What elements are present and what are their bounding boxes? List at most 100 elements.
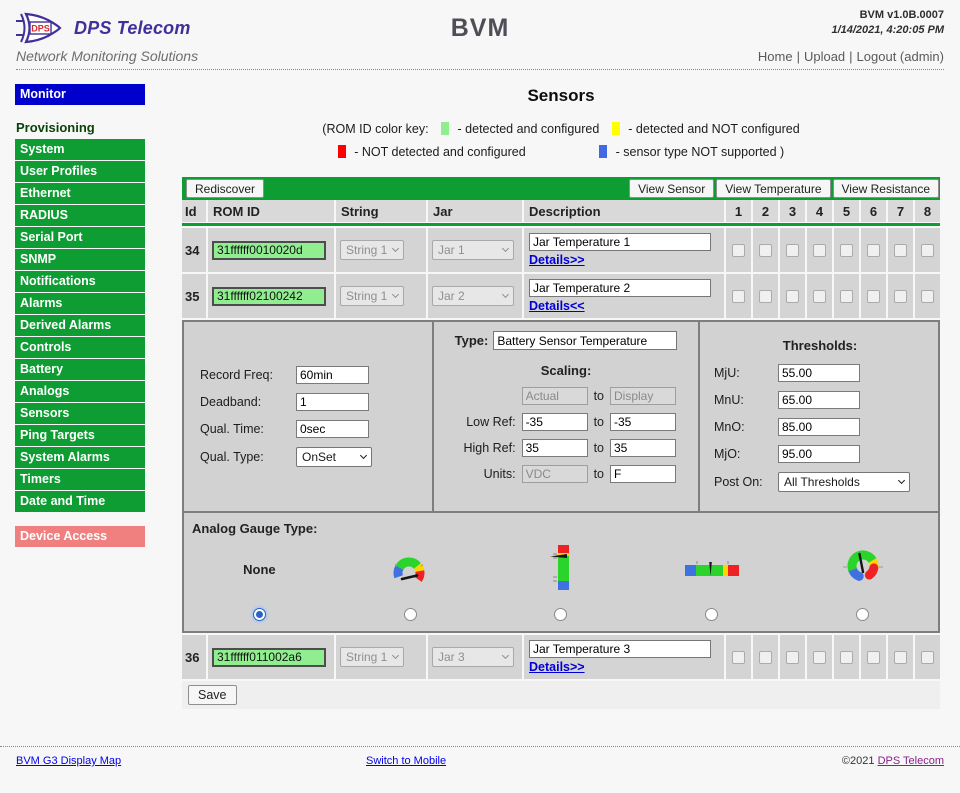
to-label: to (593, 467, 604, 481)
sidebar-item-timers[interactable]: Timers (15, 469, 145, 490)
nav-link-home[interactable]: Home (757, 49, 793, 64)
actual-column-field (521, 387, 588, 405)
mjo-input[interactable] (778, 445, 860, 463)
mju-input[interactable] (778, 364, 860, 382)
sensor-details-panel: Record Freq: Deadband: Qual. Time: (182, 320, 940, 633)
details-link[interactable]: Details>> (529, 660, 585, 674)
nav-link-upload[interactable]: Upload (803, 49, 846, 64)
chevron-down-icon (391, 651, 400, 660)
sidebar-item-sensors[interactable]: Sensors (15, 403, 145, 424)
low-ref-actual-input[interactable] (521, 413, 588, 431)
save-button[interactable]: Save (188, 685, 237, 705)
sidebar-item-user-profiles[interactable]: User Profiles (15, 161, 145, 182)
post-on-select[interactable]: All Thresholds (778, 472, 910, 492)
display-map-link[interactable]: BVM G3 Display Map (16, 755, 122, 767)
gauge-radio-horizontal-bar[interactable] (705, 608, 719, 621)
col-header-jar: Jar (428, 200, 522, 222)
sidebar-item-battery[interactable]: Battery (15, 359, 145, 380)
view-temperature-button[interactable]: View Temperature (716, 179, 831, 198)
rom-id-color-key: (ROM ID color key: - detected and config… (182, 118, 940, 163)
view-resistance-button[interactable]: View Resistance (832, 179, 939, 198)
rediscover-button[interactable]: Rediscover (186, 179, 265, 198)
table-toolbar: Rediscover View Sensor View Temperature … (182, 177, 940, 200)
sensor-checkbox (921, 289, 934, 303)
sidebar-item-date-and-time[interactable]: Date and Time (15, 491, 145, 512)
nav-separator: | (796, 49, 800, 64)
color-key-prefix: (ROM ID color key: (322, 122, 429, 136)
toolbar-view-buttons: View Sensor View Temperature View Resist… (629, 179, 939, 198)
rom-id-input[interactable] (212, 286, 326, 306)
jar-select: Jar 3 (432, 647, 514, 667)
header-bottom: Network Monitoring Solutions Home | Upload… (16, 48, 944, 70)
mnu-input[interactable] (778, 391, 860, 409)
sidebar-item-analogs[interactable]: Analogs (15, 381, 145, 402)
red-swatch (337, 144, 346, 158)
nav-separator: | (849, 49, 853, 64)
header: DPS DPS Telecom BVM BVM v1.0B.0007 1/14/… (0, 0, 960, 70)
sensor-checkbox (759, 289, 772, 303)
description-input[interactable] (529, 233, 711, 251)
mju-label: MjU: (714, 366, 740, 380)
record-freq-input[interactable] (296, 366, 369, 384)
mno-input[interactable] (778, 418, 860, 436)
description-input[interactable] (529, 279, 711, 297)
description-cell: Details>> (524, 228, 724, 272)
scaling-heading: Scaling: (540, 363, 592, 378)
units-display-input[interactable] (610, 465, 676, 483)
details-link[interactable]: Details<< (529, 299, 585, 313)
low-ref-display-input[interactable] (610, 413, 676, 431)
sidebar-item-device-access[interactable]: Device Access (15, 526, 145, 547)
sidebar-item-snmp[interactable]: SNMP (15, 249, 145, 270)
sidebar-item-controls[interactable]: Controls (15, 337, 145, 358)
sensor-checkbox (732, 289, 745, 303)
save-row: Save (182, 681, 940, 709)
analog-gauge-section: Analog Gauge Type: None (184, 511, 938, 631)
col-header-1: 1 (726, 200, 751, 222)
switch-to-mobile-link[interactable]: Switch to Mobile (366, 755, 447, 767)
sidebar-item-serial-port[interactable]: Serial Port (15, 227, 145, 248)
details-middle-column: Type: Scaling: to Low Ref: (434, 322, 700, 511)
gauge-radio-none[interactable] (252, 608, 266, 621)
sensor-checkbox-group (726, 635, 940, 679)
sidebar-item-ethernet[interactable]: Ethernet (15, 183, 145, 204)
deadband-input[interactable] (296, 393, 369, 411)
string-cell: String 1 (336, 228, 426, 272)
details-grid: Record Freq: Deadband: Qual. Time: (184, 322, 938, 511)
footer-center: Switch to Mobile (366, 755, 446, 767)
qual-type-select[interactable]: OnSet (296, 447, 372, 467)
col-header-7: 7 (888, 200, 913, 222)
sidebar-item-system[interactable]: System (15, 139, 145, 160)
description-input[interactable] (529, 640, 711, 658)
app-title: BVM (450, 14, 510, 42)
gauge-radio-circular[interactable] (856, 608, 870, 621)
rom-id-input[interactable] (212, 647, 326, 667)
qual-time-input[interactable] (296, 420, 369, 438)
table-header-row: Id ROM ID String Jar Description 1 2 3 4… (182, 200, 940, 222)
nav-link-logout[interactable]: Logout (admin) (856, 49, 944, 64)
to-label: to (593, 441, 604, 455)
high-ref-display-input[interactable] (610, 439, 676, 457)
dps-telecom-link[interactable]: DPS Telecom (877, 755, 944, 767)
gauge-radio-vertical-bar[interactable] (554, 608, 568, 621)
type-input[interactable] (493, 331, 678, 350)
rom-cell (208, 635, 334, 679)
sidebar-item-radius[interactable]: RADIUS (15, 205, 145, 226)
sidebar-item-ping-targets[interactable]: Ping Targets (15, 425, 145, 446)
sidebar-item-derived-alarms[interactable]: Derived Alarms (15, 315, 145, 336)
string-select-value: String 1 (346, 243, 388, 257)
sidebar-item-alarms[interactable]: Alarms (15, 293, 145, 314)
sidebar-item-system-alarms[interactable]: System Alarms (15, 447, 145, 468)
string-cell: String 1 (336, 635, 426, 679)
high-ref-actual-input[interactable] (521, 439, 588, 457)
sidebar-item-notifications[interactable]: Notifications (15, 271, 145, 292)
view-sensor-button[interactable]: View Sensor (629, 179, 715, 198)
sidebar-item-monitor[interactable]: Monitor (15, 84, 145, 105)
footer: BVM G3 Display Map Switch to Mobile ©202… (0, 746, 960, 793)
sensor-checkbox (921, 243, 934, 257)
gauge-radio-arc[interactable] (403, 608, 417, 621)
sensor-checkbox-group (726, 274, 940, 318)
thresholds-heading: Thresholds: (782, 338, 858, 353)
gauge-options: None (184, 538, 938, 621)
rom-id-input[interactable] (212, 240, 326, 260)
details-link[interactable]: Details>> (529, 253, 585, 267)
